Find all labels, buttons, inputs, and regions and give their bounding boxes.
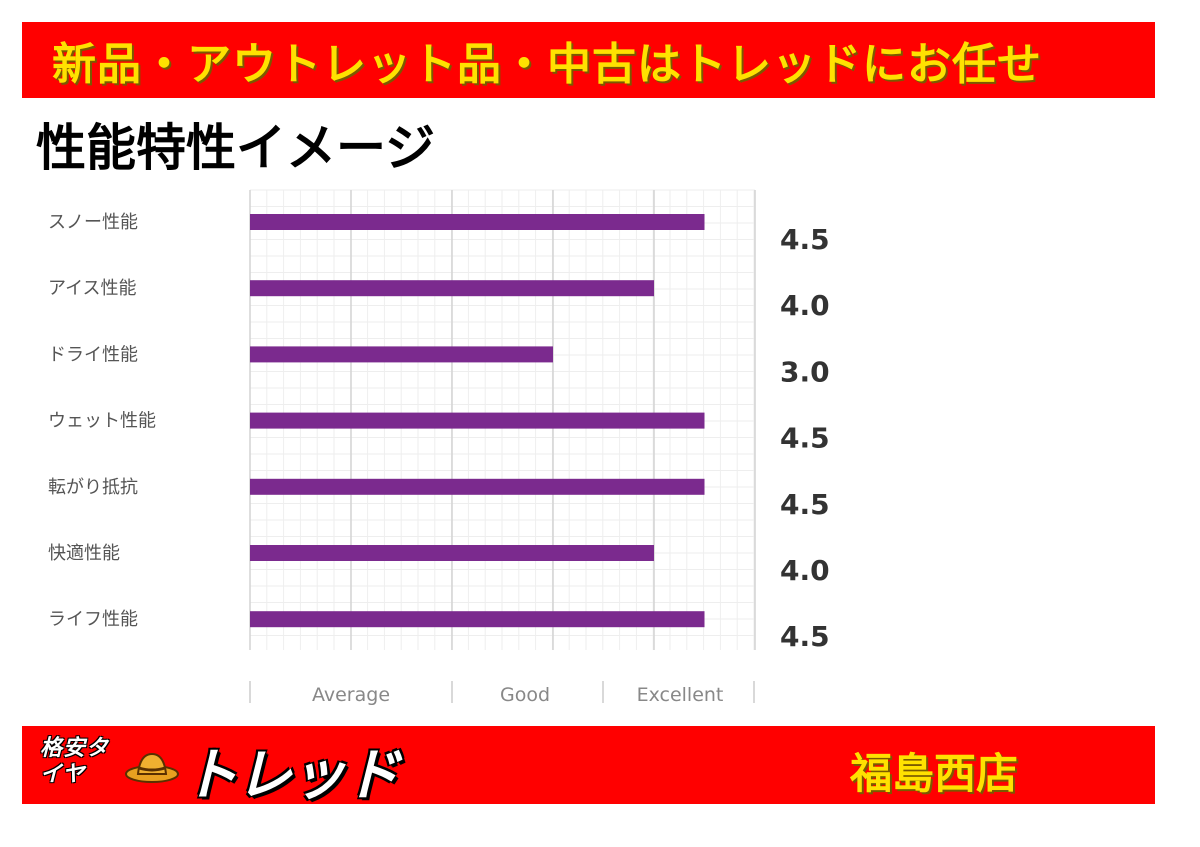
page-title: 性能特性イメージ: [36, 119, 435, 177]
logo-tagline: 格安タイヤ: [40, 736, 110, 787]
value-label: 4.0: [780, 554, 830, 587]
bar: [250, 214, 705, 230]
bar: [250, 412, 705, 429]
bar: [250, 611, 705, 628]
bar: [250, 346, 553, 363]
brand-logo-text: トレッド: [182, 743, 400, 808]
x-tick-label: Good: [500, 684, 550, 706]
value-label: 4.5: [780, 223, 830, 256]
cowboy-hat-icon: [125, 752, 179, 783]
category-label: ライフ性能: [48, 609, 138, 630]
value-label: 4.5: [780, 488, 830, 521]
value-label: 4.5: [780, 620, 830, 653]
top-banner: 新品・アウトレット品・中古はトレッドにお任せ: [22, 22, 1155, 98]
bar: [250, 545, 654, 561]
category-label: スノー性能: [48, 212, 138, 233]
category-label: アイス性能: [48, 278, 137, 299]
value-label: 4.5: [780, 422, 830, 455]
value-label: 3.0: [780, 355, 830, 388]
x-tick-label: Average: [312, 684, 390, 706]
category-label: 快適性能: [48, 543, 120, 564]
category-label: ドライ性能: [48, 344, 138, 365]
bar: [250, 478, 705, 495]
category-label: ウェット性能: [48, 411, 156, 432]
value-label: 4.0: [780, 289, 830, 322]
footer-banner: 格安タイヤ トレッド 福島西店: [22, 726, 1155, 808]
store-name: 福島西店: [850, 749, 1019, 798]
category-label: 転がり抵抗: [48, 477, 138, 498]
banner-text: 新品・アウトレット品・中古はトレッドにお任せ: [52, 39, 1042, 90]
x-tick-label: Excellent: [637, 684, 724, 706]
bar: [250, 280, 654, 297]
